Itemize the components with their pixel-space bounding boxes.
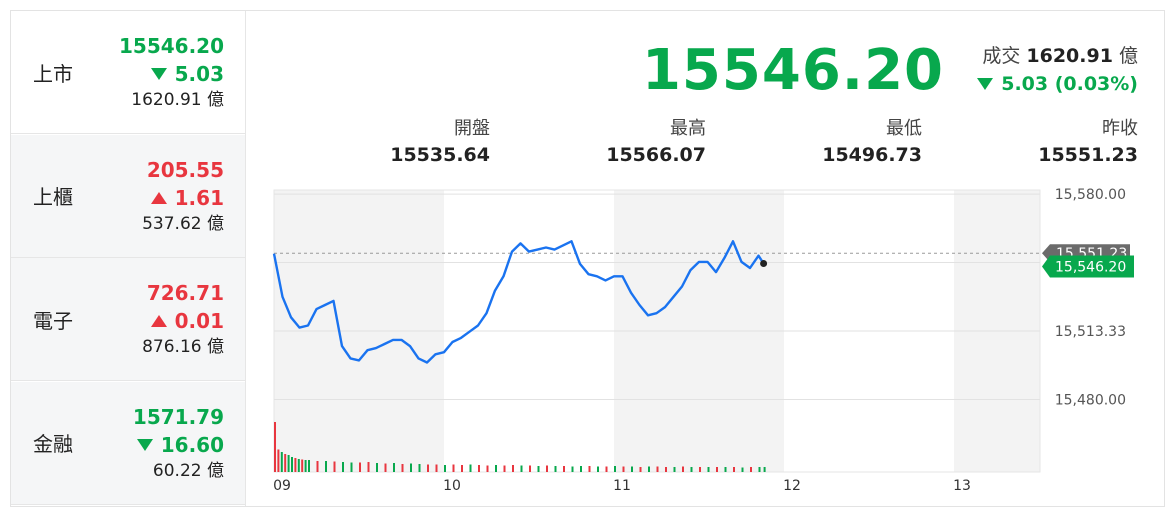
stat-high: 最高 15566.07: [606, 116, 706, 168]
up-arrow-icon: [150, 191, 167, 204]
market-list: 上市 15546.20 5.03 1620.91 億上櫃 205.55 1.61 537.6…: [11, 11, 245, 506]
market-change-value: 0.01: [174, 309, 224, 333]
down-arrow-icon: [977, 78, 994, 90]
market-volume: 537.62 億: [142, 213, 224, 235]
stat-label: 開盤: [454, 118, 490, 139]
down-arrow-icon: [150, 68, 167, 80]
market-name: 上櫃: [33, 185, 73, 209]
market-volume-value: 537.62: [142, 213, 202, 234]
up-arrow-icon: [150, 315, 167, 327]
stat-value: 15566.07: [606, 144, 706, 166]
turnover-unit: 億: [1118, 45, 1138, 67]
market-change-value: 1.61: [174, 185, 224, 210]
market-change-value: 5.03: [174, 62, 224, 86]
stat-open: 開盤 15535.64: [390, 116, 490, 168]
market-volume-unit: 億: [207, 460, 224, 481]
market-values: 205.55 1.61 537.62 億: [142, 135, 224, 257]
change-text: 5.03 (0.03%): [1001, 73, 1138, 95]
down-arrow-icon: [136, 438, 153, 451]
market-volume: 60.22 億: [153, 460, 224, 482]
market-values: 15546.20 5.03 1620.91 億: [119, 11, 224, 133]
market-name: 金融: [33, 432, 73, 456]
divider: [245, 11, 246, 506]
market-change: 5.03: [150, 61, 224, 87]
market-volume-unit: 億: [207, 337, 224, 357]
market-change-value: 16.60: [160, 432, 224, 457]
market-values: 726.71 0.01 876.16 億: [142, 258, 224, 380]
turnover-label: 成交: [982, 45, 1021, 67]
turnover-value: 1620.91: [1026, 45, 1113, 67]
market-volume-value: 1620.91: [131, 90, 202, 110]
stat-low: 最低 15496.73: [822, 116, 922, 168]
stat-value: 15496.73: [822, 144, 922, 166]
market-volume: 1620.91 億: [131, 89, 224, 111]
market-volume: 876.16 億: [142, 336, 224, 358]
market-volume-unit: 億: [207, 213, 224, 234]
current-price: 15546.20: [641, 38, 944, 103]
stat-label: 昨收: [1102, 118, 1138, 139]
market-name: 電子: [33, 308, 73, 333]
market-change: 16.60: [136, 432, 224, 458]
market-volume-value: 876.16: [142, 337, 202, 357]
market-change: 0.01: [150, 308, 224, 334]
market-item[interactable]: 電子 726.71 0.01 876.16 億: [11, 258, 245, 381]
market-price: 205.55: [146, 157, 224, 182]
market-price: 726.71: [146, 281, 224, 305]
market-volume-value: 60.22: [152, 460, 202, 481]
stat-label: 最高: [670, 118, 706, 139]
market-price: 1571.79: [132, 404, 224, 429]
market-item[interactable]: 上市 15546.20 5.03 1620.91 億: [11, 11, 245, 134]
market-item[interactable]: 上櫃 205.55 1.61 537.62 億: [11, 134, 245, 258]
market-values: 1571.79 16.60 60.22 億: [133, 382, 224, 504]
stat-prev-close: 昨收 15551.23: [1038, 116, 1138, 168]
market-volume-unit: 億: [207, 90, 224, 110]
stat-value: 15535.64: [390, 144, 490, 166]
market-change: 1.61: [150, 185, 224, 211]
turnover-block: 成交 1620.91 億 5.03 (0.03%): [977, 42, 1138, 98]
market-price: 15546.20: [118, 34, 224, 58]
stat-value: 15551.23: [1038, 144, 1138, 166]
stat-label: 最低: [886, 118, 922, 139]
market-name: 上市: [33, 61, 73, 86]
market-item[interactable]: 金融 1571.79 16.60 60.22 億: [11, 381, 245, 505]
